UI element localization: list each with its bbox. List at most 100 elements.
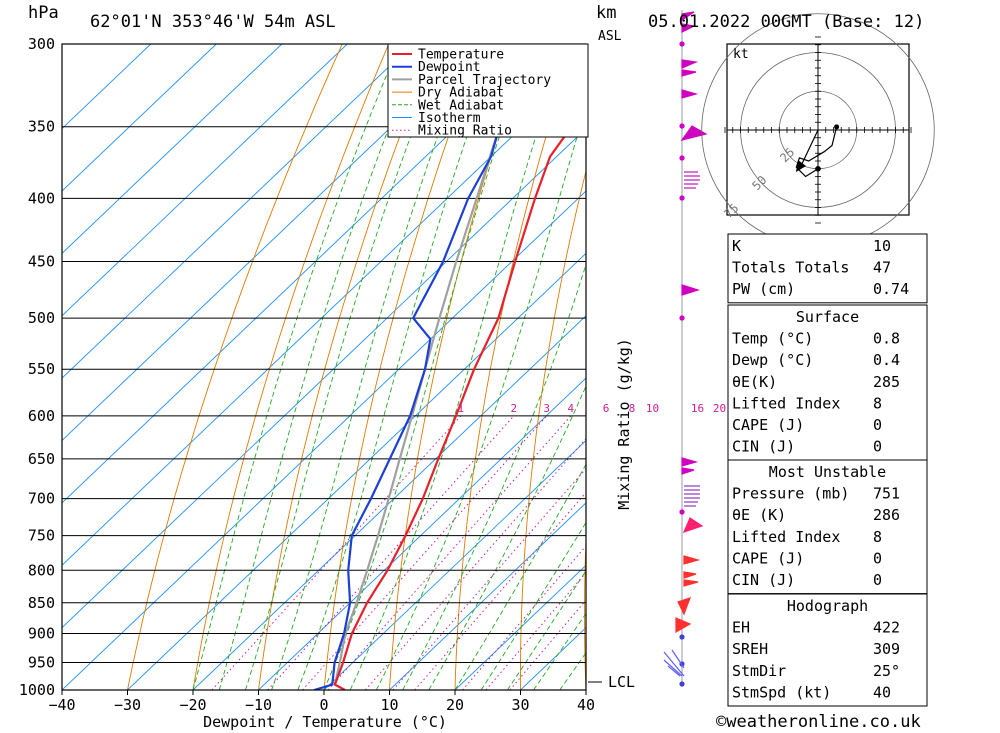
- stat-value: 286: [873, 506, 900, 524]
- hodograph-end-dot: [834, 124, 840, 130]
- wind-level-dot: [679, 123, 685, 129]
- stat-label: PW (cm): [732, 280, 795, 298]
- stat-label: Lifted Index: [732, 394, 840, 412]
- isotherm-line: [62, 44, 479, 442]
- pressure-tick-label: 550: [28, 360, 55, 378]
- legend-label: Wet Adiabat: [418, 98, 504, 113]
- pressure-tick-label: 950: [28, 653, 55, 671]
- isotherm-line: [62, 44, 545, 504]
- legend-label: Mixing Ratio: [418, 124, 512, 139]
- wind-barb-icon: [663, 649, 685, 677]
- stat-label: Temp (°C): [732, 330, 813, 348]
- mixing-ratio-label: 16: [691, 402, 704, 415]
- stat-label: Dewp (°C): [732, 351, 813, 369]
- mixing-ratio-label: 1: [457, 402, 464, 415]
- wind-barb-icon: [680, 125, 708, 141]
- legend-label: Parcel Trajectory: [418, 73, 551, 88]
- stat-value: 751: [873, 485, 900, 503]
- dry-adiabat-line: [930, 44, 979, 690]
- x-tick-label: 40: [577, 696, 595, 714]
- wet-adiabat-line: [192, 44, 401, 690]
- stat-value: 0.8: [873, 330, 900, 348]
- stat-label: Lifted Index: [732, 528, 840, 546]
- wind-level-dot: [679, 41, 685, 47]
- dry-adiabat-line: [258, 44, 436, 690]
- wet-adiabat-line: [454, 463, 586, 690]
- stat-label: StmSpd (kt): [732, 683, 831, 701]
- indices-panel: [727, 233, 928, 304]
- mixing-ratio-axis-label: Mixing Ratio (g/kg): [615, 338, 633, 510]
- wet-adiabat-line: [244, 44, 447, 690]
- location-title: 62°01'N 353°46'W 54m ASL: [90, 12, 336, 32]
- pressure-tick-label: 400: [28, 189, 55, 207]
- x-tick-label: −40: [48, 696, 75, 714]
- wind-barb-icon: [681, 59, 699, 77]
- pressure-tick-label: 900: [28, 624, 55, 642]
- credit-text: ©weatheronline.co.uk: [716, 712, 921, 732]
- x-tick-label: −20: [179, 696, 206, 714]
- wet-adiabat-line: [218, 44, 423, 690]
- stat-label: K: [732, 237, 741, 255]
- wind-barb-icon: [675, 617, 692, 634]
- mixing-ratio-line: [267, 415, 515, 690]
- isotherm-line: [323, 439, 586, 690]
- storm-motion-arrowhead-icon: [796, 160, 806, 172]
- dry-adiabat-line: [982, 44, 1000, 690]
- stat-label: CIN (J): [732, 571, 795, 589]
- stat-value: 0.4: [873, 351, 900, 369]
- stat-label: Totals Totals: [732, 259, 849, 277]
- isotherm-line: [62, 44, 414, 379]
- mixing-ratio-label: 2: [511, 402, 518, 415]
- wind-level-dot: [679, 509, 685, 515]
- hodograph-start-dot: [815, 165, 821, 172]
- wind-barb-icon: [681, 11, 696, 33]
- x-tick-label: 0: [319, 696, 328, 714]
- dry-adiabat-line: [323, 44, 483, 690]
- wind-barb-icon: [682, 517, 704, 533]
- isotherm-line: [62, 127, 586, 629]
- pressure-tick-label: 600: [28, 407, 55, 425]
- isotherm-line: [258, 377, 586, 690]
- stat-value: 0: [873, 571, 882, 589]
- hpa-label: hPa: [28, 3, 59, 23]
- pressure-tick-label: 650: [28, 450, 55, 468]
- mixing-ratio-line: [211, 415, 462, 690]
- wind-barb-icon: [683, 555, 701, 587]
- isotherm-line: [62, 44, 348, 317]
- stat-label: θE (K): [732, 506, 786, 524]
- stat-value: 0.74: [873, 280, 909, 298]
- mixing-ratio-label: 6: [603, 402, 610, 415]
- profiles: [313, 44, 586, 690]
- pressure-ticks: 300 350 400 450 500 550 600 650 700 750 800 850 900 9…: [19, 35, 55, 699]
- stat-label: CAPE (J): [732, 549, 804, 567]
- stat-value: 8: [873, 528, 882, 546]
- most-unstable-title: Most Unstable: [769, 463, 886, 481]
- mixing-ratio-label: 3: [543, 402, 550, 415]
- isotherm-line: [127, 252, 586, 690]
- mixing-ratio-line: [509, 599, 586, 690]
- wind-level-dot: [679, 681, 685, 687]
- mixing-ratio-line: [462, 545, 586, 690]
- pressure-tick-label: 300: [28, 35, 55, 53]
- x-tick-label: −10: [245, 696, 272, 714]
- surface-title: Surface: [796, 308, 859, 326]
- x-tick-label: 30: [511, 696, 529, 714]
- legend-label: Dewpoint: [418, 60, 481, 75]
- dry-adiabat-line: [520, 169, 586, 690]
- isotherm-line: [62, 190, 586, 690]
- legend-label: Temperature: [418, 48, 504, 63]
- legend-label: Isotherm: [418, 111, 481, 126]
- stat-label: StmDir: [732, 662, 786, 680]
- km-label: km: [596, 3, 616, 23]
- surface-panel: [727, 304, 928, 461]
- isotherm-line: [62, 44, 217, 192]
- hodograph-panel-title: Hodograph: [787, 597, 868, 615]
- stat-value: 8: [873, 394, 882, 412]
- most-unstable-panel: [727, 459, 928, 595]
- mixing-ratio-line: [485, 571, 586, 690]
- dry-adiabat-line: [646, 44, 713, 690]
- x-ticks: −40 −30 −20 −10 0 10 20 30 40: [48, 690, 595, 714]
